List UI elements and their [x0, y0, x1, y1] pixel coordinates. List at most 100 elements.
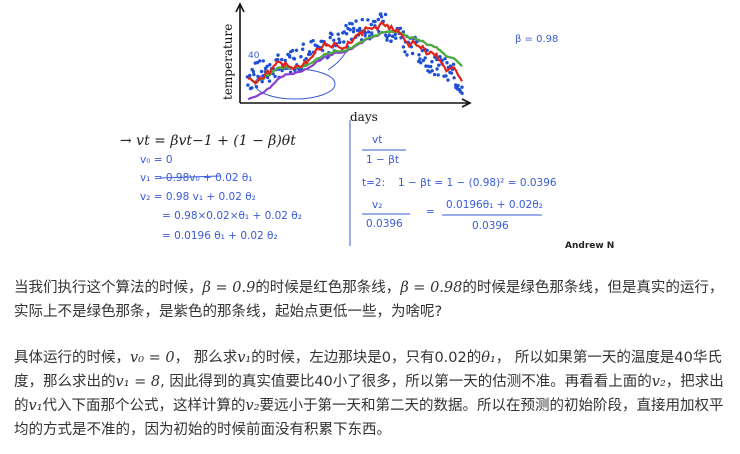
p2-text-8: 要远小于第一天和第二天的数据。所以在预测的初始阶段，直接用加权平均的方式是不准的… [14, 398, 724, 438]
rhs-denominator: 0.0396 [472, 220, 509, 232]
scatter-point [352, 26, 356, 31]
strikethrough-mark [159, 175, 221, 179]
scatter-point [259, 69, 264, 74]
scatter-point [430, 60, 434, 64]
p2-text-4: ， 所以如果第一天的温度是40华氏度，那么求出的 [14, 350, 722, 390]
correction-denominator: 1 − βt [366, 154, 399, 166]
p2-text-1: 具体运行的时候， [14, 350, 130, 366]
y-axis-label: temperature [221, 24, 235, 100]
scatter-point [273, 74, 277, 79]
formula-main: → vt = βvt−1 + (1 − β)θt [120, 133, 296, 149]
scatter-point [391, 34, 395, 39]
scatter-point [433, 55, 437, 59]
scatter-point [369, 22, 373, 27]
equals-sign: = [426, 206, 435, 218]
scatter-point [460, 91, 464, 96]
scatter-point [443, 57, 447, 61]
scatter-point [290, 48, 295, 53]
scatter-point [383, 12, 388, 17]
scatter-point [429, 64, 433, 69]
p2-math-v1-8: v₁ = 8 [115, 374, 161, 390]
scatter-point [444, 74, 448, 78]
scatter-point [436, 73, 440, 77]
scatter-point [401, 45, 406, 49]
scatter-point [276, 53, 280, 57]
scatter-point [288, 55, 292, 59]
scatter-point [337, 37, 341, 41]
scatter-point [457, 88, 462, 92]
scatter-point [268, 62, 272, 67]
t2-label: t=2: [362, 177, 385, 189]
scatter-point [345, 32, 349, 36]
hand-line-v1: v₁ = 0.98v₀ + 0.02 θ₁ [140, 172, 253, 184]
scatter-point [370, 31, 374, 35]
scatter-point [385, 38, 389, 42]
scatter-point [379, 12, 383, 16]
scatter-point [301, 42, 305, 46]
p1-text-1: 当我们执行这个算法的时候， [14, 280, 203, 296]
scatter-point [267, 79, 272, 83]
scatter-point [437, 63, 441, 67]
scatter-point [342, 40, 346, 44]
scatter-point [246, 83, 250, 87]
scatter-point [419, 61, 423, 65]
scatter-point [398, 26, 403, 30]
scatter-point [449, 71, 454, 75]
scatter-point [252, 72, 256, 77]
scatter-point [354, 19, 358, 23]
scatter-point [254, 85, 259, 89]
series-line-red [247, 20, 463, 85]
y-axis-arrow [235, 2, 245, 13]
scatter-point [251, 69, 256, 74]
fraction-numerator: v₂ [372, 199, 382, 211]
scatter-point [301, 47, 305, 51]
scatter-point [330, 32, 334, 37]
y-annotation-40: 40 [248, 51, 260, 61]
scatter-point [344, 23, 348, 28]
scatter-point [351, 29, 356, 34]
scatter-point [376, 17, 380, 22]
scatter-point [394, 36, 398, 40]
scatter-point [258, 59, 262, 63]
scatter-point [350, 22, 354, 26]
scatter-point [451, 62, 456, 66]
scatter-point [337, 40, 342, 45]
scatter-point [445, 61, 449, 65]
fraction-denominator: 0.0396 [366, 218, 403, 230]
p2-math-v1b: v₁ [28, 398, 43, 414]
hand-line-v2: v₂ = 0.98 v₁ + 0.02 θ₂ [140, 191, 256, 203]
scatter-point [379, 15, 384, 19]
scatter-point [328, 35, 332, 40]
scatter-point [308, 52, 312, 56]
scatter-point [363, 33, 367, 38]
p2-math-theta1: θ₁ [481, 350, 496, 366]
scatter-point [311, 39, 315, 43]
p2-text-7: 代入下面那个公式，这样计算的 [42, 398, 246, 414]
scatter-point [456, 84, 460, 88]
scatter-point [405, 53, 409, 57]
p1-math-beta-09: β = 0.9 [202, 280, 256, 296]
scatter-point [260, 79, 264, 84]
hand-line-v0: v₀ = 0 [140, 154, 173, 166]
p2-text-5: , 因此得到的真实值要比40小了很多，所以第一天的估测不准。再看看上面的 [160, 374, 652, 390]
scatter-point [250, 86, 254, 90]
scatter-point [261, 59, 265, 63]
p1-text-3: 的时候是绿色那条线，但是真实的运行，实际上不是绿色那条，是紫色的那条线，起始点更… [14, 280, 724, 320]
paragraph-1: 当我们执行这个算法的时候，β = 0.9的时候是红色那条线，β = 0.98的时… [14, 276, 726, 324]
scatter-point [292, 57, 297, 61]
scatter-points [245, 12, 464, 96]
plot-axes [235, 2, 472, 108]
p2-math-v2b: v₂ [245, 398, 260, 414]
correction-numerator: vt [372, 134, 382, 146]
hand-line-v2c: = 0.0196 θ₁ + 0.02 θ₂ [162, 230, 278, 242]
scatter-point [387, 33, 392, 37]
p2-math-v1: v₁ [237, 350, 252, 366]
scatter-point [452, 76, 456, 80]
scatter-point [366, 30, 371, 34]
lecture-slide-svg: temperature days 40 β = 0.98 → vt = βvt−… [120, 2, 614, 251]
scatter-point [385, 35, 389, 39]
hand-line-v2b: = 0.98×0.02×θ₁ + 0.02 θ₂ [162, 210, 302, 222]
scatter-point [430, 69, 434, 73]
scatter-point [348, 28, 352, 32]
scatter-point [248, 73, 252, 78]
